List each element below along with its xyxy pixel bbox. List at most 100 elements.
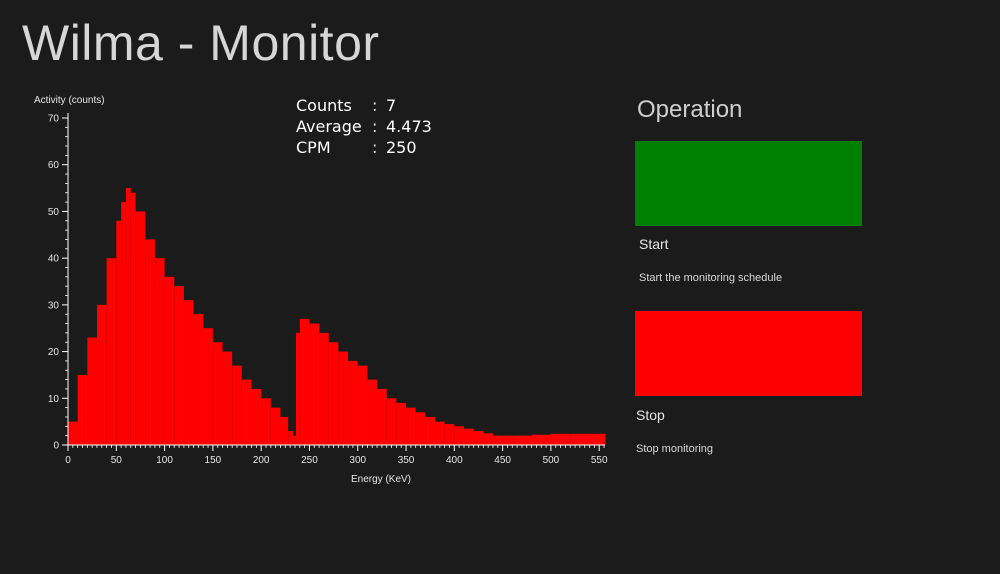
cpm-separator: : bbox=[372, 138, 378, 157]
y-axis-ticks: 0 10 20 30 40 50 60 70 bbox=[48, 114, 68, 452]
y-tick-label: 20 bbox=[48, 347, 60, 358]
histogram-bar bbox=[193, 314, 204, 445]
histogram-bar bbox=[357, 365, 368, 445]
spectrum-chart: Activity (counts) 0 10 20 30 40 50 60 70 0 50 100… bbox=[34, 95, 608, 485]
x-tick-label: 100 bbox=[156, 455, 173, 466]
histogram-bar bbox=[435, 421, 445, 445]
y-axis-label: Activity (counts) bbox=[34, 95, 105, 106]
cpm-row: CPM : 250 bbox=[296, 137, 432, 158]
histogram-bar bbox=[570, 433, 590, 445]
x-tick-label: 550 bbox=[591, 455, 608, 466]
histogram-bars bbox=[68, 188, 606, 445]
stop-button[interactable] bbox=[635, 311, 862, 396]
histogram-bar bbox=[396, 402, 407, 445]
x-tick-label: 450 bbox=[494, 455, 511, 466]
histogram-bar bbox=[415, 412, 426, 445]
x-tick-label: 200 bbox=[253, 455, 270, 466]
histogram-bar bbox=[605, 433, 606, 445]
histogram-bar bbox=[280, 416, 289, 445]
stop-description: Stop monitoring bbox=[636, 443, 714, 455]
histogram-bar bbox=[164, 276, 175, 445]
stats-panel: Counts : 7 Average : 4.473 CPM : 250 bbox=[296, 95, 432, 158]
histogram-bar bbox=[288, 430, 294, 445]
counts-value: 7 bbox=[386, 96, 397, 115]
histogram-bar bbox=[512, 435, 532, 445]
x-tick-label: 350 bbox=[398, 455, 415, 466]
histogram-bar bbox=[270, 407, 281, 445]
histogram-bar bbox=[299, 318, 310, 445]
average-label: Average bbox=[296, 117, 362, 136]
stop-label: Stop bbox=[636, 407, 665, 423]
y-tick-label: 0 bbox=[53, 441, 59, 452]
histogram-bar bbox=[106, 258, 117, 445]
histogram-bar bbox=[295, 332, 300, 445]
histogram-bar bbox=[203, 328, 213, 445]
x-tick-label: 400 bbox=[446, 455, 463, 466]
operation-heading: Operation bbox=[637, 96, 743, 123]
x-tick-label: 150 bbox=[205, 455, 222, 466]
y-tick-label: 10 bbox=[48, 394, 60, 405]
histogram-bar bbox=[406, 407, 416, 445]
histogram-bar bbox=[261, 398, 271, 445]
histogram-bar bbox=[377, 388, 387, 445]
histogram-bar bbox=[183, 300, 194, 445]
y-tick-label: 50 bbox=[48, 207, 60, 218]
histogram-bar bbox=[130, 192, 136, 445]
average-row: Average : 4.473 bbox=[296, 116, 432, 137]
histogram-bar bbox=[145, 239, 155, 445]
histogram-bar bbox=[241, 379, 252, 445]
x-tick-label: 250 bbox=[301, 455, 318, 466]
cpm-value: 250 bbox=[386, 138, 417, 157]
histogram-bar bbox=[116, 220, 122, 445]
counts-row: Counts : 7 bbox=[296, 95, 432, 116]
histogram-bar bbox=[309, 323, 320, 445]
start-description: Start the monitoring schedule bbox=[639, 272, 783, 284]
average-separator: : bbox=[372, 117, 378, 136]
y-tick-label: 60 bbox=[48, 160, 60, 171]
x-tick-label: 0 bbox=[65, 455, 71, 466]
start-button[interactable] bbox=[635, 141, 862, 226]
x-tick-label: 50 bbox=[111, 455, 123, 466]
x-tick-label: 500 bbox=[543, 455, 560, 466]
app-title: Wilma - Monitor bbox=[22, 15, 380, 71]
x-axis-label: Energy (KeV) bbox=[351, 474, 411, 485]
counts-label: Counts bbox=[296, 96, 352, 115]
histogram-bar bbox=[222, 351, 233, 445]
histogram-bar bbox=[87, 337, 97, 445]
average-value: 4.473 bbox=[386, 117, 432, 136]
counts-separator: : bbox=[372, 96, 378, 115]
histogram-bar bbox=[338, 351, 349, 445]
histogram-bar bbox=[425, 416, 436, 445]
histogram-bar bbox=[174, 286, 184, 445]
histogram-bar bbox=[96, 304, 107, 445]
histogram-bar bbox=[531, 434, 551, 445]
x-axis-ticks: 0 50 100 150 200 250 300 350 400 450 500 550 bbox=[65, 445, 608, 466]
start-label: Start bbox=[639, 236, 669, 252]
histogram-bar bbox=[386, 398, 397, 445]
histogram-bar bbox=[319, 332, 329, 445]
histogram-bar bbox=[68, 421, 78, 445]
y-tick-label: 30 bbox=[48, 300, 60, 311]
cpm-label: CPM bbox=[296, 138, 331, 157]
y-tick-label: 70 bbox=[48, 114, 60, 125]
histogram-bar bbox=[444, 423, 455, 445]
histogram-bar bbox=[251, 388, 262, 445]
histogram-bar bbox=[589, 433, 605, 445]
histogram-bar bbox=[121, 202, 126, 445]
x-tick-label: 300 bbox=[349, 455, 366, 466]
histogram-bar bbox=[550, 433, 571, 445]
histogram-bar bbox=[492, 435, 503, 445]
histogram-bar bbox=[348, 360, 358, 445]
histogram-bar bbox=[232, 365, 242, 445]
histogram-bar bbox=[154, 258, 165, 445]
histogram-bar bbox=[473, 430, 484, 445]
histogram-bar bbox=[328, 342, 339, 445]
histogram-bar bbox=[125, 188, 131, 445]
histogram-bar bbox=[293, 435, 296, 445]
histogram-bar bbox=[212, 342, 223, 445]
histogram-bar bbox=[502, 435, 513, 445]
histogram-bar bbox=[135, 211, 146, 445]
histogram-bar bbox=[454, 426, 464, 445]
histogram-bar bbox=[367, 379, 378, 445]
histogram-bar bbox=[463, 428, 474, 445]
